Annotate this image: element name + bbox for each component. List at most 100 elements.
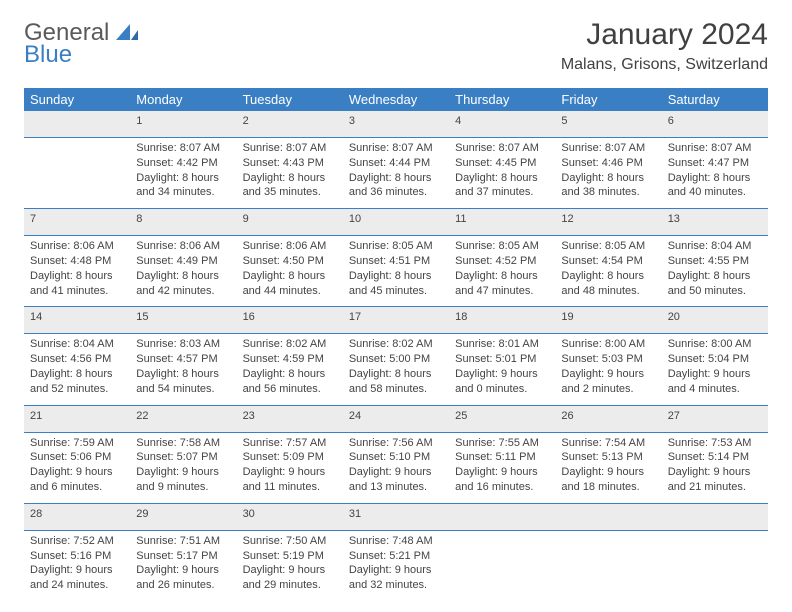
day-detail-line: Sunrise: 8:03 AM	[136, 337, 230, 352]
day-detail-line: Sunset: 5:03 PM	[561, 352, 655, 367]
day-detail-line: Daylight: 9 hours and 16 minutes.	[455, 465, 549, 495]
day-detail-line: Daylight: 8 hours and 44 minutes.	[243, 269, 337, 299]
day-detail-line: Sunrise: 8:07 AM	[136, 141, 230, 156]
day-detail-line: Sunrise: 8:02 AM	[349, 337, 443, 352]
day-detail-line: Sunset: 4:43 PM	[243, 156, 337, 171]
day-detail-line: Sunset: 4:44 PM	[349, 156, 443, 171]
day-detail-line: Sunset: 4:42 PM	[136, 156, 230, 171]
day-detail-line: Sunrise: 7:53 AM	[668, 436, 762, 451]
day-detail-line: Daylight: 9 hours and 24 minutes.	[30, 563, 124, 593]
day-detail-line: Sunrise: 8:07 AM	[243, 141, 337, 156]
day-detail-cell: Sunrise: 7:53 AMSunset: 5:14 PMDaylight:…	[662, 432, 768, 503]
day-detail-line: Daylight: 8 hours and 42 minutes.	[136, 269, 230, 299]
logo-sail-icon	[116, 22, 138, 45]
day-number-cell: 27	[662, 405, 768, 432]
day-detail-cell: Sunrise: 8:05 AMSunset: 4:52 PMDaylight:…	[449, 236, 555, 307]
day-detail-cell	[662, 530, 768, 601]
day-number-cell: 20	[662, 307, 768, 334]
day-number-cell: 19	[555, 307, 661, 334]
title-block: January 2024 Malans, Grisons, Switzerlan…	[561, 18, 768, 74]
day-number-cell: 7	[24, 209, 130, 236]
day-detail-line: Daylight: 9 hours and 11 minutes.	[243, 465, 337, 495]
day-header-friday: Friday	[555, 88, 661, 111]
day-number-cell: 4	[449, 111, 555, 137]
day-detail-line: Sunset: 4:50 PM	[243, 254, 337, 269]
day-detail-cell: Sunrise: 8:05 AMSunset: 4:54 PMDaylight:…	[555, 236, 661, 307]
day-detail-line: Sunrise: 8:00 AM	[668, 337, 762, 352]
day-detail-line: Sunset: 5:21 PM	[349, 549, 443, 564]
day-number-cell: 18	[449, 307, 555, 334]
day-detail-line: Sunrise: 7:54 AM	[561, 436, 655, 451]
day-number-cell: 29	[130, 503, 236, 530]
day-detail-cell: Sunrise: 8:02 AMSunset: 5:00 PMDaylight:…	[343, 334, 449, 405]
day-detail-line: Daylight: 9 hours and 4 minutes.	[668, 367, 762, 397]
day-detail-cell: Sunrise: 7:59 AMSunset: 5:06 PMDaylight:…	[24, 432, 130, 503]
day-number-cell: 13	[662, 209, 768, 236]
day-detail-line: Sunrise: 8:07 AM	[668, 141, 762, 156]
day-detail-line: Sunrise: 7:58 AM	[136, 436, 230, 451]
day-header-sunday: Sunday	[24, 88, 130, 111]
week-number-row: 14151617181920	[24, 307, 768, 334]
day-detail-line: Sunset: 5:01 PM	[455, 352, 549, 367]
calendar-header-row: Sunday Monday Tuesday Wednesday Thursday…	[24, 88, 768, 111]
day-detail-line: Sunrise: 8:07 AM	[561, 141, 655, 156]
day-detail-line: Sunset: 5:04 PM	[668, 352, 762, 367]
day-detail-cell: Sunrise: 8:07 AMSunset: 4:44 PMDaylight:…	[343, 137, 449, 208]
day-detail-cell: Sunrise: 7:57 AMSunset: 5:09 PMDaylight:…	[237, 432, 343, 503]
day-header-thursday: Thursday	[449, 88, 555, 111]
day-number-cell: 24	[343, 405, 449, 432]
day-detail-line: Sunrise: 8:02 AM	[243, 337, 337, 352]
day-number-cell: 31	[343, 503, 449, 530]
day-detail-cell: Sunrise: 8:05 AMSunset: 4:51 PMDaylight:…	[343, 236, 449, 307]
day-detail-line: Sunset: 5:09 PM	[243, 450, 337, 465]
day-detail-cell: Sunrise: 8:07 AMSunset: 4:47 PMDaylight:…	[662, 137, 768, 208]
day-number-cell: 6	[662, 111, 768, 137]
day-number-cell: 1	[130, 111, 236, 137]
day-detail-line: Sunrise: 7:57 AM	[243, 436, 337, 451]
day-number-cell: 5	[555, 111, 661, 137]
day-detail-line: Daylight: 8 hours and 34 minutes.	[136, 171, 230, 201]
day-detail-cell: Sunrise: 7:50 AMSunset: 5:19 PMDaylight:…	[237, 530, 343, 601]
day-number-cell	[24, 111, 130, 137]
week-detail-row: Sunrise: 7:52 AMSunset: 5:16 PMDaylight:…	[24, 530, 768, 601]
day-detail-cell: Sunrise: 8:03 AMSunset: 4:57 PMDaylight:…	[130, 334, 236, 405]
day-header-wednesday: Wednesday	[343, 88, 449, 111]
day-detail-line: Daylight: 8 hours and 56 minutes.	[243, 367, 337, 397]
day-detail-cell: Sunrise: 8:06 AMSunset: 4:48 PMDaylight:…	[24, 236, 130, 307]
day-detail-line: Daylight: 9 hours and 13 minutes.	[349, 465, 443, 495]
day-detail-line: Sunrise: 8:07 AM	[455, 141, 549, 156]
day-number-cell: 14	[24, 307, 130, 334]
day-detail-line: Sunrise: 8:01 AM	[455, 337, 549, 352]
day-detail-line: Daylight: 9 hours and 18 minutes.	[561, 465, 655, 495]
day-number-cell: 10	[343, 209, 449, 236]
day-detail-line: Daylight: 8 hours and 48 minutes.	[561, 269, 655, 299]
day-number-cell: 9	[237, 209, 343, 236]
day-number-cell: 8	[130, 209, 236, 236]
day-detail-line: Sunrise: 7:51 AM	[136, 534, 230, 549]
day-detail-line: Sunrise: 8:00 AM	[561, 337, 655, 352]
day-detail-cell	[24, 137, 130, 208]
day-detail-line: Daylight: 8 hours and 54 minutes.	[136, 367, 230, 397]
day-detail-line: Sunrise: 8:04 AM	[30, 337, 124, 352]
day-detail-line: Sunrise: 7:59 AM	[30, 436, 124, 451]
day-detail-line: Sunset: 5:19 PM	[243, 549, 337, 564]
day-detail-line: Sunrise: 7:55 AM	[455, 436, 549, 451]
day-header-saturday: Saturday	[662, 88, 768, 111]
day-detail-cell: Sunrise: 8:01 AMSunset: 5:01 PMDaylight:…	[449, 334, 555, 405]
day-number-cell: 15	[130, 307, 236, 334]
day-detail-line: Daylight: 8 hours and 41 minutes.	[30, 269, 124, 299]
day-header-monday: Monday	[130, 88, 236, 111]
day-detail-cell: Sunrise: 8:00 AMSunset: 5:03 PMDaylight:…	[555, 334, 661, 405]
day-detail-line: Daylight: 8 hours and 38 minutes.	[561, 171, 655, 201]
day-detail-line: Sunset: 5:16 PM	[30, 549, 124, 564]
day-detail-line: Sunset: 4:46 PM	[561, 156, 655, 171]
day-detail-line: Daylight: 8 hours and 35 minutes.	[243, 171, 337, 201]
day-detail-line: Daylight: 9 hours and 2 minutes.	[561, 367, 655, 397]
day-detail-cell: Sunrise: 8:06 AMSunset: 4:49 PMDaylight:…	[130, 236, 236, 307]
day-detail-cell: Sunrise: 8:07 AMSunset: 4:45 PMDaylight:…	[449, 137, 555, 208]
day-detail-cell	[449, 530, 555, 601]
day-detail-line: Sunset: 5:11 PM	[455, 450, 549, 465]
week-number-row: 28293031	[24, 503, 768, 530]
day-detail-cell: Sunrise: 7:55 AMSunset: 5:11 PMDaylight:…	[449, 432, 555, 503]
day-number-cell: 30	[237, 503, 343, 530]
